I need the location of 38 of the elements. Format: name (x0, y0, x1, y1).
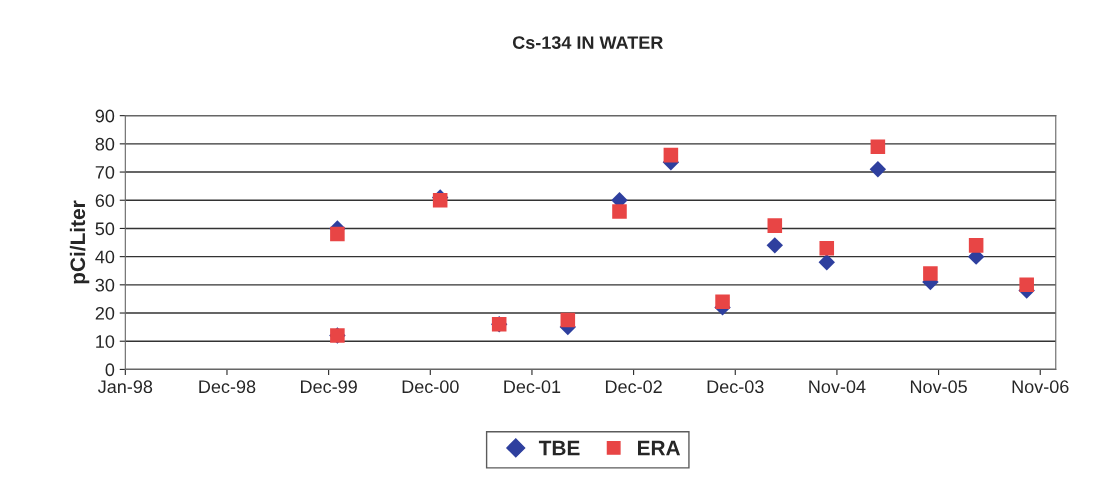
x-tick-label: Dec-02 (605, 380, 662, 394)
x-tick-label: Nov-05 (910, 380, 967, 394)
point (869, 161, 887, 178)
y-tick-label: 80 (95, 137, 115, 151)
y-tick-label: 40 (95, 250, 115, 264)
point (330, 226, 345, 242)
y-tick-label: 60 (95, 194, 115, 207)
point (968, 238, 984, 253)
legend-label: TBE (538, 440, 580, 456)
y-tick-label: 50 (95, 222, 115, 236)
point (767, 218, 783, 233)
x-tick-label: Jan-98 (98, 380, 153, 394)
x-tick-label: Dec-99 (301, 380, 357, 394)
point (663, 147, 679, 163)
point (715, 294, 730, 310)
point (1019, 277, 1034, 293)
x-tick-label: Nov-06 (1012, 380, 1069, 394)
y-tick-label: 10 (96, 335, 115, 348)
x-tick-label: Dec-03 (707, 380, 764, 394)
legend-label: ERA (638, 440, 681, 456)
y-tick-label: 0 (105, 363, 115, 377)
chart-title: Cs-134 IN WATER (512, 36, 663, 49)
point (560, 312, 576, 328)
point (923, 266, 938, 281)
point (870, 139, 886, 154)
x-tick-label: Nov-04 (809, 380, 866, 394)
y-tick-label: 20 (95, 306, 115, 320)
x-tick-label: Dec-00 (402, 380, 459, 394)
x-tick-label: Dec-98 (199, 380, 256, 394)
y-axis-title: pCi/Liter (69, 200, 90, 284)
point (766, 237, 784, 254)
point (819, 240, 835, 256)
y-tick-label: 30 (95, 278, 115, 292)
point (612, 204, 627, 219)
y-tick-label: 70 (95, 165, 115, 179)
point (818, 254, 835, 271)
y-tick-label: 90 (95, 109, 115, 123)
x-tick-label: Dec-01 (504, 380, 561, 394)
